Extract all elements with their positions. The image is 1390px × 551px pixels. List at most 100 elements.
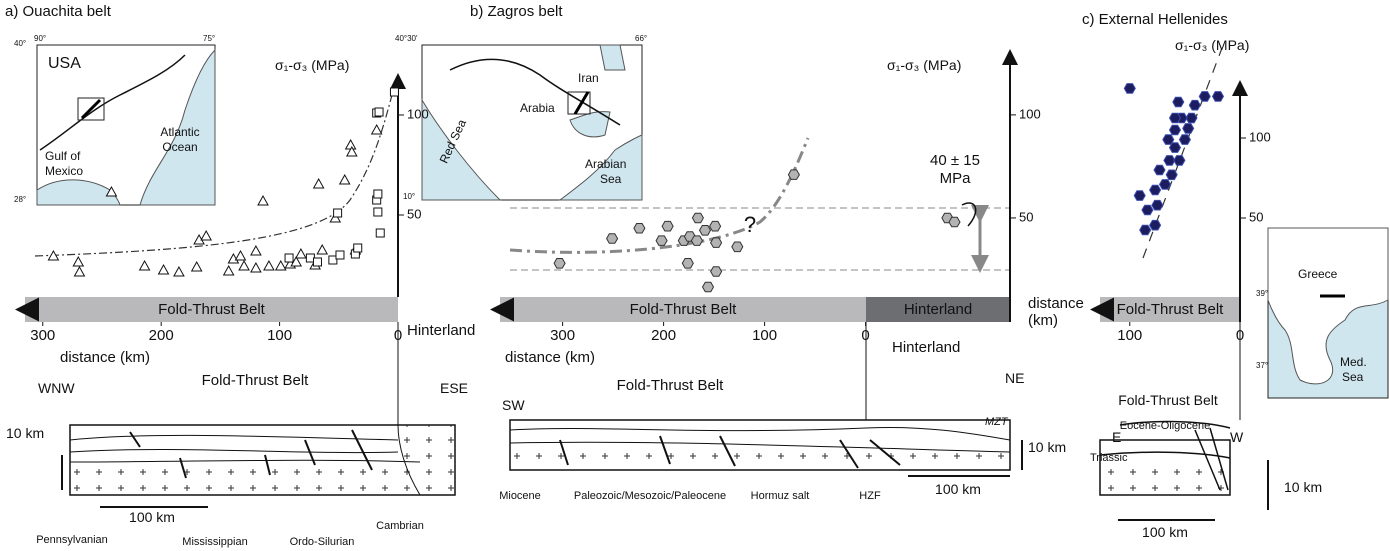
x-tick-label: 0	[394, 327, 402, 344]
annotation: 10°	[403, 192, 416, 201]
region-label: Fold-Thrust Belt	[1116, 301, 1224, 318]
point	[1163, 155, 1176, 166]
annotation: HZF	[859, 490, 881, 502]
map-c	[1267, 227, 1389, 399]
point	[250, 244, 262, 256]
point	[138, 259, 151, 271]
point	[333, 208, 343, 218]
point	[284, 253, 294, 263]
annotation: Arabian	[585, 157, 627, 171]
point	[691, 212, 704, 224]
point	[948, 216, 961, 228]
x-axis-label: distance (km)	[1028, 295, 1084, 329]
point	[222, 264, 235, 276]
y-tick-label: 100	[1019, 106, 1041, 121]
point	[375, 228, 385, 238]
annotation: Greece	[1298, 267, 1338, 281]
region-label: Fold-Thrust Belt	[629, 301, 737, 318]
point	[274, 259, 287, 271]
point	[234, 249, 247, 261]
x-tick-label: 100	[267, 327, 292, 344]
cross-section-b	[509, 322, 1023, 477]
annotation: 100 km	[935, 481, 981, 497]
point	[295, 247, 307, 259]
point	[373, 189, 383, 199]
point	[345, 145, 358, 157]
annotation: E	[1112, 429, 1122, 445]
annotation: Miocene	[499, 490, 541, 502]
annotation: Ordo-Silurian	[289, 536, 355, 548]
point	[1141, 204, 1154, 216]
x-tick-label: 0	[1236, 327, 1244, 344]
point	[374, 107, 384, 117]
point	[1188, 99, 1201, 111]
annotation: ?	[743, 212, 757, 237]
annotation: 40°	[14, 39, 27, 48]
annotation: 66°	[635, 34, 648, 43]
point	[157, 263, 170, 275]
point	[1165, 169, 1178, 181]
point	[681, 258, 694, 269]
point	[257, 194, 269, 206]
point	[1158, 179, 1172, 190]
point	[710, 237, 723, 248]
annotation: ESE	[440, 380, 469, 396]
point	[731, 241, 744, 253]
map-b	[421, 44, 643, 201]
annotation: 10 km	[6, 425, 45, 441]
y-axis-label: σ₁-σ₃ (MPa)	[1175, 37, 1250, 53]
point	[701, 281, 715, 293]
annotation: MPa	[939, 170, 971, 187]
point	[250, 261, 262, 273]
trend-line	[34, 94, 393, 257]
annotation: MZT	[985, 416, 1008, 428]
annotation: 75°	[203, 34, 216, 43]
region-label: Fold-Thrust Belt	[158, 301, 265, 318]
x-tick-label: 300	[30, 327, 55, 344]
point	[373, 207, 383, 217]
point	[1149, 219, 1162, 231]
annotation: 10 km	[1028, 439, 1067, 455]
point	[1133, 190, 1146, 201]
x-axis-label: distance (km)	[505, 349, 596, 366]
y-axis-label: σ₁-σ₃ (MPa)	[887, 57, 962, 73]
point	[709, 220, 722, 232]
annotation: Atlantic	[160, 125, 200, 139]
point	[690, 235, 703, 246]
point	[1123, 83, 1136, 94]
cross-section-a	[61, 322, 456, 508]
point	[190, 260, 203, 272]
y-tick-label: 50	[1249, 209, 1263, 224]
y-axis-label: σ₁-σ₃ (MPa)	[275, 57, 350, 73]
annotation: WNW	[38, 380, 75, 396]
point	[698, 225, 712, 236]
point	[47, 249, 60, 261]
annotation: 40°30'	[395, 34, 418, 43]
point	[370, 123, 383, 135]
cross-section-c	[1099, 322, 1269, 521]
point	[1211, 91, 1225, 102]
annotation: 28°	[14, 195, 27, 204]
point	[173, 265, 185, 277]
annotation: 100 km	[1142, 524, 1188, 540]
point	[1182, 123, 1195, 134]
point	[1168, 142, 1182, 153]
point	[1178, 134, 1191, 145]
point	[655, 235, 668, 246]
y-tick-label: 50	[407, 206, 421, 221]
point	[290, 255, 303, 267]
y-tick-label: 100	[1249, 129, 1271, 144]
annotation: W	[1230, 429, 1244, 445]
annotation: SW	[502, 397, 525, 413]
annotation: NE	[1005, 370, 1025, 386]
panel-title: a) Ouachita belt	[5, 3, 111, 20]
point	[73, 265, 86, 277]
point	[1151, 199, 1164, 211]
annotation: Fold-Thrust Belt	[201, 372, 309, 389]
region-bar	[25, 297, 398, 322]
annotation: Cambrian	[376, 520, 424, 532]
point	[710, 266, 723, 277]
panel-title: c) External Hellenides	[1082, 11, 1228, 28]
